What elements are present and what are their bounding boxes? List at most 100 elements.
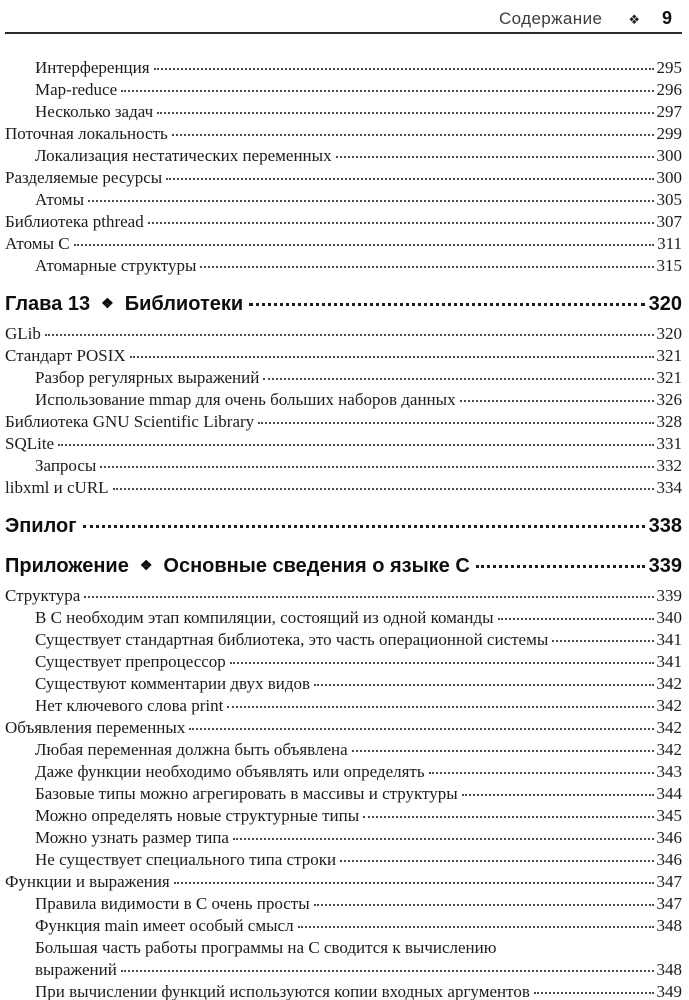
entry-label: Существует препроцессор	[35, 652, 226, 671]
entry-page-number: 300	[656, 146, 683, 165]
entry-page-number: 311	[657, 234, 682, 253]
entry-page-number: 307	[656, 212, 683, 231]
toc-entry: Объявления переменных 342	[5, 717, 682, 739]
chapter-title: Библиотеки	[124, 293, 244, 315]
toc-entry: Атомы C 311	[5, 233, 682, 255]
dot-leader	[44, 334, 654, 336]
toc-entry: Атомы 305	[5, 189, 682, 211]
toc-entry: Даже функции необходимо объявлять или оп…	[5, 761, 682, 783]
dot-leader	[428, 772, 654, 774]
entry-page-number: 334	[656, 478, 683, 497]
entry-page-number: 344	[656, 784, 683, 803]
diamond-icon: ❖	[101, 295, 114, 311]
entry-page-number: 331	[656, 434, 683, 453]
entry-page-number: 341	[656, 630, 683, 649]
entry-page-number: 295	[656, 58, 683, 77]
entry-page-number: 346	[656, 828, 683, 847]
entry-label: Базовые типы можно агрегировать в массив…	[35, 784, 458, 803]
dot-leader	[227, 706, 654, 708]
entry-label: Любая переменная должна быть объявлена	[35, 740, 348, 759]
entry-page-number: 305	[656, 190, 683, 209]
toc-entry: Локализация нестатических переменных 300	[5, 145, 682, 167]
toc-entry: Разбор регулярных выражений 321	[5, 367, 682, 389]
chapter-heading: Эпилог 338	[5, 514, 682, 539]
entry-page-number: 339	[656, 586, 683, 605]
toc-entry: Поточная локальность 299	[5, 123, 682, 145]
dot-leader	[313, 904, 654, 906]
dot-leader	[552, 640, 654, 642]
dot-leader	[88, 200, 654, 202]
entry-label: Разделяемые ресурсы	[5, 168, 163, 187]
toc-entry: Большая часть работы программы на C свод…	[5, 937, 682, 959]
dot-leader	[100, 466, 654, 468]
dot-leader	[171, 134, 654, 136]
dot-leader	[73, 244, 655, 246]
dot-leader	[82, 525, 645, 528]
toc-entry: Правила видимости в C очень просты 347	[5, 893, 682, 915]
toc-entry: Использование mmap для очень больших наб…	[5, 389, 682, 411]
toc-entry: Базовые типы можно агрегировать в массив…	[5, 783, 682, 805]
entry-page-number: 346	[656, 850, 683, 869]
entry-page-number: 320	[648, 293, 682, 315]
toc-entry: Разделяемые ресурсы 300	[5, 167, 682, 189]
chapter-prefix: Приложение	[5, 555, 129, 577]
dot-leader	[229, 662, 654, 664]
dot-leader	[497, 618, 654, 620]
toc-entry: Существует стандартная библиотека, это ч…	[5, 629, 682, 651]
entry-label: Существует стандартная библиотека, это ч…	[35, 630, 549, 649]
toc-entry: Нет ключевого слова print 342	[5, 695, 682, 717]
entry-label: Функции и выражения	[5, 872, 170, 891]
toc-entry: Библиотека GNU Scientific Library 328	[5, 411, 682, 433]
toc-entry: Несколько задач 297	[5, 101, 682, 123]
toc-entry: libxml и cURL 334	[5, 477, 682, 499]
entry-label: Функция main имеет особый смысл	[35, 916, 294, 935]
entry-page-number: 340	[656, 608, 683, 627]
entry-label: Атомарные структуры	[35, 256, 197, 275]
dot-leader	[351, 750, 654, 752]
toc-entry: Атомарные структуры 315	[5, 255, 682, 277]
toc-list: Интерференция 295 Map-reduce 296 Несколько з…	[5, 34, 682, 1000]
entry-page-number: 348	[656, 960, 683, 979]
entry-page-number: 348	[656, 916, 683, 935]
dot-leader	[249, 303, 645, 306]
entry-label: Даже функции необходимо объявлять или оп…	[35, 762, 425, 781]
dot-leader	[120, 970, 654, 972]
entry-page-number: 297	[656, 102, 683, 121]
entry-label: Map-reduce	[35, 80, 118, 99]
entry-label: Запросы	[35, 456, 97, 475]
entry-label: Атомы C	[5, 234, 70, 253]
dot-leader	[459, 400, 654, 402]
entry-label: Можно определять новые структурные типы	[35, 806, 360, 825]
chapter-heading: Глава 13 ❖ Библиотеки 320	[5, 292, 682, 318]
entry-page-number: 299	[656, 124, 683, 143]
toc-entry: Функции и выражения 347	[5, 871, 682, 893]
entry-page-number: 315	[656, 256, 683, 275]
entry-page-number: 342	[656, 674, 683, 693]
entry-label: Объявления переменных	[5, 718, 186, 737]
dot-leader	[129, 356, 654, 358]
dot-leader	[147, 222, 654, 224]
chapter-heading: Приложение ❖ Основные сведения о языке C 33…	[5, 554, 682, 580]
entry-label: Большая часть работы программы на C свод…	[35, 938, 497, 957]
toc-entry: Стандарт POSIX 321	[5, 345, 682, 367]
entry-page-number: 339	[648, 555, 682, 577]
dot-leader	[166, 178, 654, 180]
toc-entry: Можно узнать размер типа 346	[5, 827, 682, 849]
entry-page-number: 321	[656, 346, 683, 365]
toc-entry: В C необходим этап компиляции, состоящий…	[5, 607, 682, 629]
toc-entry: Можно определять новые структурные типы 3…	[5, 805, 682, 827]
entry-label: Структура	[5, 586, 81, 605]
dot-leader	[533, 992, 654, 994]
entry-page-number: 347	[656, 894, 683, 913]
entry-page-number: 332	[656, 456, 683, 475]
entry-page-number: 328	[656, 412, 683, 431]
entry-label: Существуют комментарии двух видов	[35, 674, 311, 693]
dot-leader	[363, 816, 654, 818]
toc-entry: Любая переменная должна быть объявлена 34…	[5, 739, 682, 761]
entry-page-number: 338	[648, 515, 682, 537]
entry-page-number: 342	[656, 740, 683, 759]
dot-leader	[258, 422, 654, 424]
dot-leader	[335, 156, 654, 158]
dot-leader	[475, 565, 645, 568]
